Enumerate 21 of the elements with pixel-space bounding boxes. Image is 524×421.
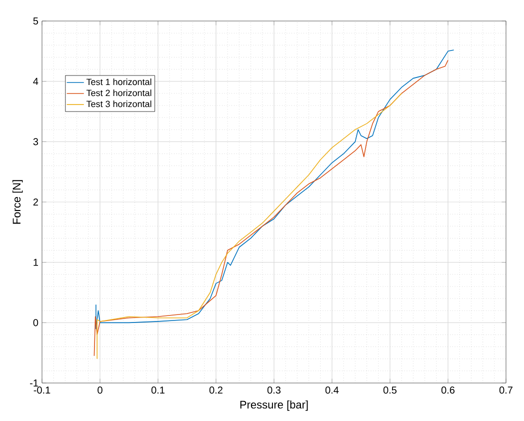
x-tick-label: 0.5 xyxy=(383,386,397,394)
y-axis-title: Force [N] xyxy=(12,180,23,224)
x-tick-label: -0.1 xyxy=(34,386,50,394)
x-axis-title: Pressure [bar] xyxy=(240,400,308,411)
y-tick-label: 2 xyxy=(33,198,38,206)
y-tick-label: 1 xyxy=(34,258,38,266)
x-tick-label: 0.4 xyxy=(325,386,339,394)
x-tick-label: 0.1 xyxy=(151,386,164,394)
y-tick-label: 0 xyxy=(33,319,38,326)
x-tick-label: 0.2 xyxy=(209,386,222,394)
legend-label: Test 1 horizontal xyxy=(86,78,152,86)
y-tick-label: -1 xyxy=(30,380,38,386)
x-tick-label: 0 xyxy=(98,386,102,394)
x-tick-label: 0.7 xyxy=(499,386,512,394)
legend-label: Test 2 horizontal xyxy=(86,90,152,96)
legend-label: Test 3 horizontal xyxy=(86,100,152,108)
x-tick-label: 0.6 xyxy=(441,386,455,394)
y-tick-label: 5 xyxy=(33,18,38,24)
x-tick-label: 0.3 xyxy=(267,386,281,394)
y-tick-label: 4 xyxy=(33,78,38,85)
y-tick-label: 3 xyxy=(33,138,38,146)
